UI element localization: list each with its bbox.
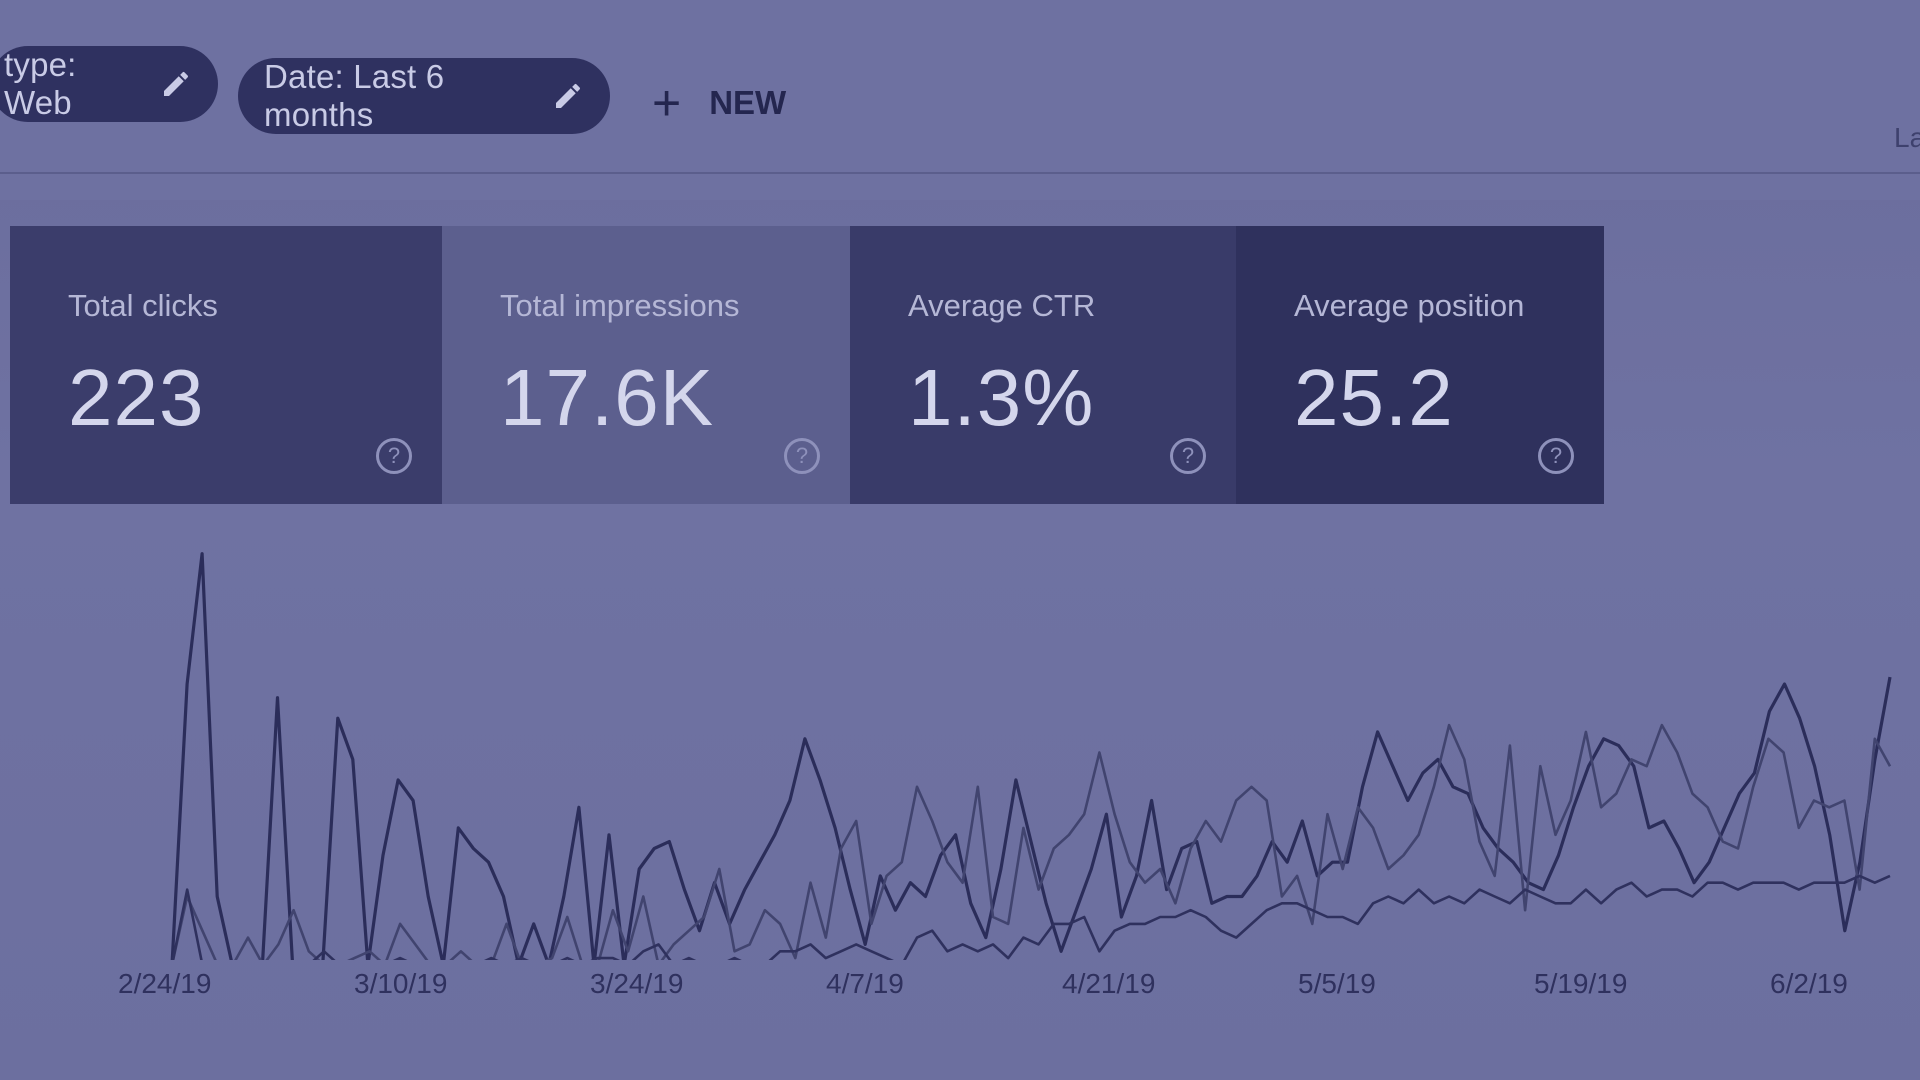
- metric-value: 1.3%: [908, 353, 1095, 442]
- x-tick-label: 5/19/19: [1534, 968, 1628, 999]
- x-axis-labels: 2/24/19 3/10/19 3/24/19 4/7/19 4/21/19 5/5/19…: [0, 968, 1920, 1028]
- pencil-icon[interactable]: [552, 80, 584, 112]
- search-type-filter-label: type: Web: [4, 46, 77, 121]
- metric-value: 25.2: [1294, 353, 1454, 442]
- question-circle-icon[interactable]: ?: [376, 438, 412, 474]
- question-circle-icon[interactable]: ?: [784, 438, 820, 474]
- metric-card-average-position[interactable]: Average position 25.2 ?: [1236, 226, 1604, 504]
- x-tick-label: 6/2/19: [1770, 968, 1848, 999]
- plus-icon: +: [652, 75, 682, 131]
- metric-label: Average CTR: [908, 288, 1096, 323]
- question-circle-icon[interactable]: ?: [1170, 438, 1206, 474]
- new-filter-label: NEW: [709, 84, 787, 121]
- x-tick-label: 3/10/19: [354, 968, 448, 999]
- metric-label: Average position: [1294, 288, 1525, 323]
- x-tick-label: 5/5/19: [1298, 968, 1376, 999]
- x-tick-label: 4/7/19: [826, 968, 904, 999]
- metric-cards: Total clicks 223 ? Total impressions 17.…: [10, 226, 1604, 504]
- metric-card-average-ctr[interactable]: Average CTR 1.3% ?: [850, 226, 1236, 504]
- pencil-icon[interactable]: [160, 68, 192, 100]
- metric-card-total-impressions[interactable]: Total impressions 17.6K ?: [442, 226, 850, 504]
- date-filter-chip[interactable]: Date: Last 6 months: [238, 58, 610, 134]
- metric-value: 223: [68, 353, 205, 442]
- performance-chart-svg: [170, 552, 1892, 960]
- x-tick-label: 3/24/19: [590, 968, 684, 999]
- search-type-filter-chip[interactable]: type: Web: [0, 46, 218, 122]
- x-tick-label: 2/24/19: [118, 968, 212, 999]
- question-circle-icon[interactable]: ?: [1538, 438, 1574, 474]
- series-line-1: [170, 552, 1892, 960]
- metric-value: 17.6K: [500, 353, 715, 442]
- new-filter-button[interactable]: + NEW: [652, 78, 786, 128]
- x-tick-label: 4/21/19: [1062, 968, 1156, 999]
- series-line-3: [171, 874, 1891, 960]
- metric-label: Total impressions: [500, 288, 740, 323]
- filter-bar: type: Web Date: Last 6 months + NEW La: [0, 0, 1920, 200]
- series-line-2: [171, 723, 1892, 960]
- performance-chart[interactable]: 2/24/19 3/10/19 3/24/19 4/7/19 4/21/19 5/5/19…: [0, 520, 1920, 1080]
- metric-card-total-clicks[interactable]: Total clicks 223 ?: [10, 226, 442, 504]
- metric-label: Total clicks: [68, 288, 218, 323]
- cut-off-label: La: [1894, 122, 1920, 153]
- date-filter-label: Date: Last 6 months: [264, 58, 445, 133]
